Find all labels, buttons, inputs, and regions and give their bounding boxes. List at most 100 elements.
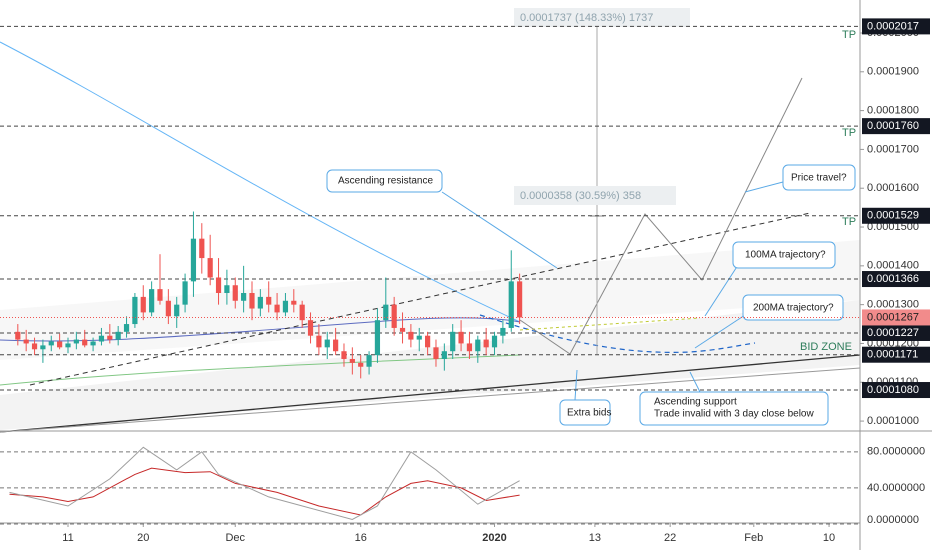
tp-label: TP (842, 216, 856, 228)
y-tick-label: 0.0001900 (867, 66, 919, 78)
price-path (519, 77, 803, 355)
candle-body (299, 304, 305, 321)
candle-body (48, 341, 54, 346)
x-tick-label: 2020 (482, 532, 506, 544)
candle-body (215, 277, 222, 294)
callout-text: 100MA trajectory? (745, 250, 826, 261)
x-tick-label: 20 (137, 532, 149, 544)
resistance-channel (0, 240, 860, 360)
callout-text: Trade invalid with 3 day close below (654, 409, 814, 420)
candle-body (123, 324, 130, 332)
y-tick-label: 0.0001400 (867, 260, 919, 272)
measure-box (514, 186, 676, 205)
candle-body (391, 304, 397, 328)
candle-body (349, 358, 355, 363)
candle-body (23, 339, 29, 344)
level-label-box (862, 207, 930, 224)
x-tick-label: 10 (823, 532, 835, 544)
candle-body (274, 304, 280, 313)
last-price-box (862, 309, 930, 326)
candle-body (40, 345, 46, 350)
level-label: 0.0001171 (867, 349, 918, 361)
ma-line (0, 41, 521, 323)
x-tick-label: 11 (62, 532, 73, 544)
candle-body (282, 300, 289, 313)
candle-body (140, 296, 146, 313)
candle-body (90, 341, 96, 346)
candle-body (458, 331, 464, 344)
candle-body (182, 281, 188, 305)
candle-body (341, 351, 347, 359)
candle-body (15, 331, 21, 340)
last-price-label: 0.0001267 (867, 311, 919, 323)
callout (639, 391, 829, 426)
callout (732, 241, 836, 269)
indicator-tick-label: 40.0000000 (867, 482, 925, 494)
level-label-box (862, 324, 930, 341)
level-label: 0.0001227 (867, 327, 919, 339)
candle-body (433, 347, 439, 359)
y-tick-label: 0.0001300 (867, 299, 919, 311)
callout-text: 200MA trajectory? (753, 303, 834, 314)
candle-body (249, 293, 255, 309)
candle-body (508, 281, 514, 328)
candle-body (82, 339, 88, 346)
candle-body (324, 339, 330, 348)
callout-pointer (441, 191, 558, 269)
candle-body (132, 296, 138, 325)
level-label: 0.0002017 (867, 20, 919, 32)
candle-body (107, 335, 113, 340)
candle-body (425, 335, 431, 348)
level-label-box (862, 271, 930, 288)
candle-body (500, 327, 506, 336)
x-tick-label: 16 (355, 532, 367, 544)
candle-body (333, 339, 339, 352)
candle-body (257, 296, 263, 309)
level-label-box (862, 118, 930, 135)
level-label-box (862, 346, 930, 363)
candle-body (31, 343, 38, 350)
candle-body (115, 331, 121, 340)
candle-body (491, 335, 498, 348)
level-label: 0.0001760 (867, 120, 919, 132)
level-label-box (862, 382, 930, 399)
y-tick-label: 0.0001800 (867, 105, 919, 117)
candle-body (174, 304, 180, 317)
support-line (0, 354, 861, 433)
level-label-box (862, 18, 930, 35)
candle-body (399, 327, 406, 332)
candles (15, 211, 523, 379)
candle-body (232, 285, 238, 301)
candle-body (165, 300, 171, 317)
candle-body (358, 362, 364, 367)
callout-pointer (694, 314, 746, 349)
measure-label: 0.0001737 (148.33%) 1737 (520, 12, 653, 24)
y-tick-label: 0.0001600 (867, 182, 919, 194)
level-label: 0.0001529 (867, 210, 919, 222)
callout-pointer (704, 261, 741, 317)
level-label: 0.0001366 (867, 273, 919, 285)
candle-body (408, 331, 414, 340)
callout-text: Ascending resistance (338, 176, 433, 187)
indicator-tick-label: 0.0000000 (867, 514, 919, 526)
indicator-tick-label: 80.0000000 (867, 446, 925, 458)
support-line (0, 367, 861, 433)
candle-body (466, 343, 473, 352)
callout (742, 294, 844, 321)
y-tick-label: 0.0001700 (867, 143, 919, 155)
candle-body (483, 339, 489, 348)
y-tick-label: 0.0001000 (867, 415, 919, 427)
candle-body (149, 289, 155, 313)
callout (326, 169, 443, 193)
x-tick-label: 22 (664, 532, 676, 544)
candle-body (65, 343, 71, 348)
ma-line (0, 354, 521, 386)
candle-body (224, 285, 230, 294)
ma-projection (479, 314, 756, 353)
callout-pointer (689, 371, 701, 393)
candle-body (98, 335, 105, 342)
candle-body (416, 335, 422, 340)
candle-body (475, 339, 481, 352)
x-tick-label: 13 (589, 532, 601, 544)
callout-text: Ascending support (654, 397, 737, 408)
